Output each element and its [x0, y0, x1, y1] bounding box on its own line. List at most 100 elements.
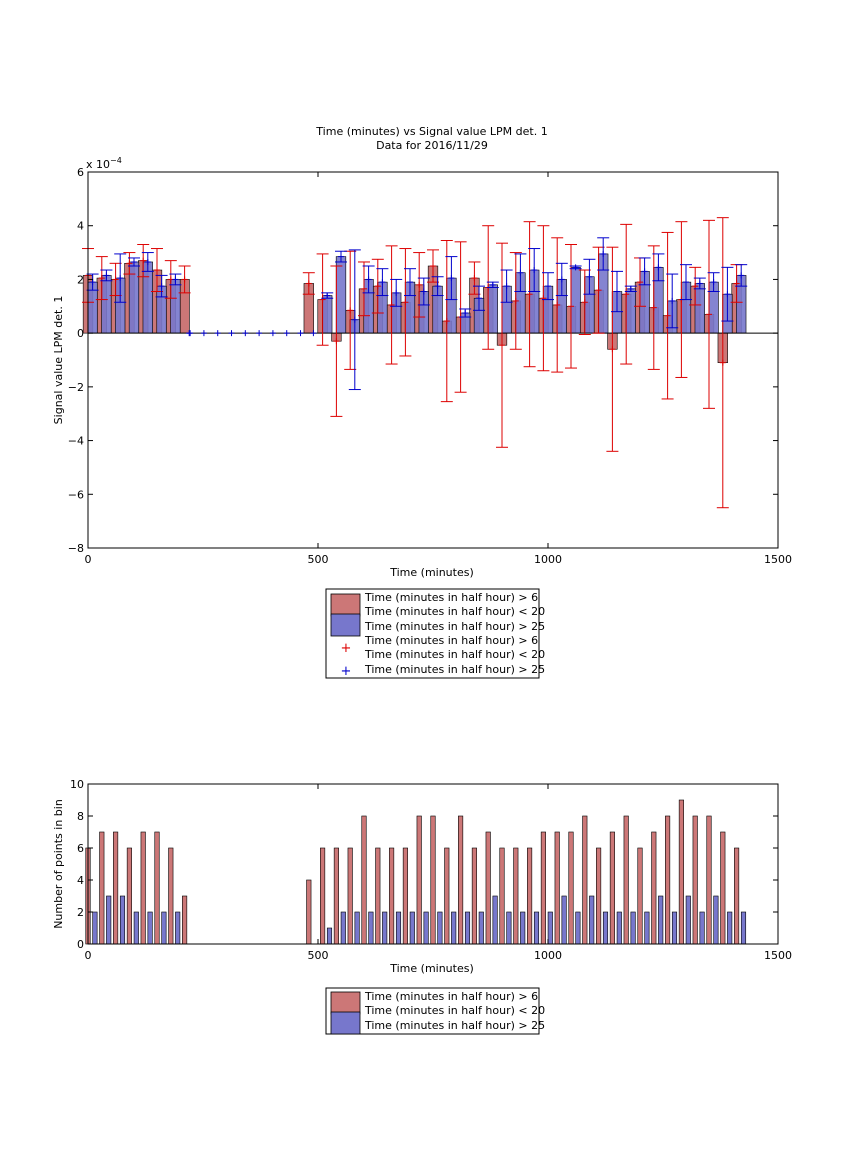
- count-legend: Time (minutes in half hour) > 6 Time (mi…: [325, 987, 545, 1035]
- signal-bar-blue: [322, 295, 333, 334]
- y-tick-label: 4: [77, 874, 84, 887]
- count-bar-blue: [520, 911, 526, 945]
- signal-legend: + + Time (minutes in half hour) > 6 Time…: [325, 588, 545, 679]
- legend-red-swatch: [330, 593, 361, 617]
- legend-entry: Time (minutes in half hour) < 20: [364, 648, 545, 661]
- count-bar-red: [568, 831, 574, 945]
- y-tick-label: 10: [70, 778, 84, 791]
- count-axes-box: [87, 783, 779, 945]
- signal-plot-area: [82, 217, 778, 509]
- y-tick-label: 6: [77, 166, 84, 179]
- x-tick-label: 500: [308, 553, 329, 566]
- count-bar-red: [637, 847, 643, 945]
- count-bar-blue: [340, 911, 346, 945]
- legend-entry: Time (minutes in half hour) > 6: [364, 990, 538, 1003]
- signal-bar-blue: [170, 279, 181, 334]
- count-bar-blue: [464, 911, 471, 945]
- count-bar-blue: [451, 911, 457, 945]
- count-bar-red: [430, 815, 436, 945]
- x-tick-label: 500: [308, 949, 329, 962]
- count-bar-blue: [699, 911, 705, 945]
- count-bar-red: [182, 895, 188, 945]
- count-bar-blue: [147, 911, 153, 945]
- legend-entry: Time (minutes in half hour) > 25: [364, 620, 545, 633]
- legend-entry: Time (minutes in half hour) > 25: [364, 663, 545, 676]
- count-bar-red: [692, 815, 698, 945]
- count-bar-red: [609, 831, 615, 945]
- count-bar-blue: [547, 911, 553, 945]
- signal-chart: Time (minutes) vs Signal value LPM det. …: [52, 125, 792, 679]
- count-bar-red: [458, 815, 464, 945]
- count-bar-red: [99, 831, 105, 945]
- count-bar-red: [651, 831, 657, 945]
- count-chart: 0 500 1000 1500 0 2 4 6 8 10 Time (minutes) Numbe…: [52, 778, 792, 1035]
- count-bar-blue: [740, 911, 747, 945]
- signal-axes-box: [87, 171, 779, 549]
- count-bar-blue: [326, 927, 333, 945]
- x-tick-label: 0: [85, 553, 92, 566]
- signal-legend-box: [325, 588, 540, 679]
- count-bar-red: [596, 847, 602, 945]
- x-tick-label: 0: [85, 949, 92, 962]
- count-bar-red: [554, 831, 560, 945]
- y-tick-label: −8: [68, 542, 84, 555]
- count-bar-blue: [658, 895, 664, 945]
- y-tick-label: −4: [68, 435, 84, 448]
- count-bar-blue: [368, 911, 374, 945]
- legend-blue-marker: +: [341, 664, 352, 679]
- count-plot-area: [85, 799, 747, 945]
- legend-blue-swatch: [330, 613, 361, 637]
- signal-bar-blue: [625, 288, 636, 334]
- count-bar-red: [416, 815, 422, 945]
- count-bar-blue: [492, 895, 498, 945]
- count-bar-red: [126, 847, 132, 945]
- legend-entry: Time (minutes in half hour) < 20: [364, 1004, 545, 1017]
- count-bar-blue: [561, 895, 567, 945]
- legend-blue-swatch: [330, 1011, 361, 1035]
- count-bar-blue: [727, 911, 733, 945]
- count-x-label: Time (minutes): [389, 962, 474, 975]
- chart-subtitle: Data for 2016/11/29: [376, 139, 488, 152]
- count-legend-box: [325, 987, 540, 1035]
- signal-bar-blue: [101, 275, 112, 334]
- count-y-label: Number of points in bin: [52, 799, 65, 929]
- count-bar-blue: [533, 911, 540, 945]
- count-bar-blue: [437, 911, 443, 945]
- count-bar-red: [734, 847, 740, 945]
- count-bar-red: [527, 847, 533, 945]
- count-bar-red: [706, 815, 712, 945]
- count-bar-blue: [161, 911, 167, 945]
- count-bar-blue: [395, 911, 402, 945]
- signal-bar-blue: [142, 261, 153, 334]
- count-bar-blue: [671, 911, 678, 945]
- count-bar-red: [168, 847, 174, 945]
- count-bar-red: [320, 847, 326, 945]
- legend-red-marker: +: [341, 641, 352, 656]
- signal-bar-blue: [694, 283, 705, 334]
- y-tick-label: 8: [77, 810, 84, 823]
- legend-red-swatch: [330, 991, 361, 1015]
- legend-entry: Time (minutes in half hour) > 25: [364, 1019, 545, 1032]
- y-tick-label: −6: [68, 488, 84, 501]
- count-bar-red: [375, 847, 381, 945]
- x-tick-label: 1000: [534, 553, 562, 566]
- count-bar-red: [485, 831, 491, 945]
- count-bar-blue: [713, 895, 719, 945]
- count-bar-red: [347, 847, 353, 945]
- x-tick-label: 1500: [764, 949, 792, 962]
- count-bar-red: [402, 847, 408, 945]
- count-bar-red: [540, 831, 546, 945]
- count-bar-blue: [506, 911, 512, 945]
- count-bar-red: [361, 815, 367, 945]
- count-bar-blue: [575, 911, 581, 945]
- signal-ticks: 0 500 1000 1500 −8 −6 −4 −2 0 2 4 6: [68, 166, 792, 566]
- count-bar-red: [623, 815, 629, 945]
- count-bar-red: [140, 831, 146, 945]
- signal-x-label: Time (minutes): [389, 566, 474, 579]
- count-bar-red: [678, 799, 684, 945]
- y-tick-label: 6: [77, 842, 84, 855]
- count-bar-red: [333, 847, 339, 945]
- count-bar-red: [389, 847, 395, 945]
- count-bar-red: [665, 815, 671, 945]
